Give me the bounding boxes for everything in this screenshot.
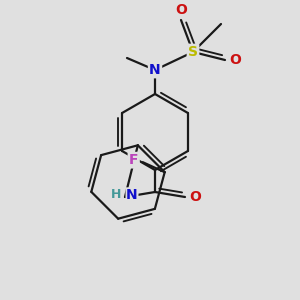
Text: O: O: [189, 190, 201, 204]
Text: F: F: [129, 153, 139, 167]
Text: S: S: [188, 45, 198, 59]
Text: N: N: [149, 63, 161, 77]
Text: O: O: [229, 53, 241, 67]
Text: H: H: [111, 188, 121, 202]
Text: N: N: [126, 188, 138, 202]
Text: O: O: [175, 3, 187, 17]
